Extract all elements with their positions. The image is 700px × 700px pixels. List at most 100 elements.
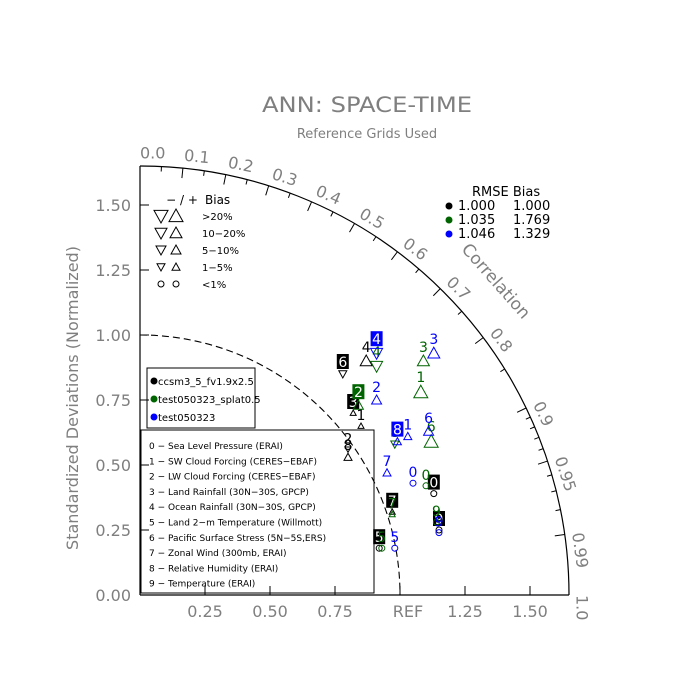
y-tick-label: 0.75 xyxy=(95,391,131,410)
bias-legend-label: 5−10% xyxy=(202,246,239,257)
corr-tick xyxy=(349,223,355,233)
data-point-label: 2 xyxy=(344,431,353,447)
bias-legend-label: 1−5% xyxy=(202,263,233,274)
data-point-label: 1 xyxy=(357,408,366,424)
data-point-label: 0 xyxy=(429,476,438,492)
data-point-label: 4 xyxy=(362,340,371,356)
corr-tick-label: 0.1 xyxy=(183,146,210,167)
x-tick-label: 1.25 xyxy=(447,602,483,621)
corr-minor-tick xyxy=(546,474,552,477)
data-point-label: 5 xyxy=(377,530,386,546)
variable-legend-item: 8 − Relative Humidity (ERAI) xyxy=(149,564,278,574)
data-point-label: 9 xyxy=(435,515,444,531)
x-tick-label: 1.50 xyxy=(512,602,548,621)
bias-legend-marker-down xyxy=(156,263,166,273)
data-point-marker xyxy=(422,482,430,490)
data-point-marker xyxy=(435,526,443,534)
data-point-label: 2 xyxy=(372,380,381,396)
corr-minor-tick xyxy=(457,310,463,315)
y-tick-label: 1.00 xyxy=(95,326,131,345)
data-point-label: 6 xyxy=(338,355,347,371)
y-tick-label: 0.00 xyxy=(95,586,131,605)
corr-minor-tick xyxy=(203,170,205,176)
data-point-marker xyxy=(375,544,383,552)
data-point-label-box xyxy=(352,384,365,400)
data-point-marker xyxy=(422,425,435,436)
corr-minor-tick xyxy=(245,179,248,185)
variable-legend-item: 7 − Zonal Wind (300mb, ERAI) xyxy=(149,549,287,559)
case-legend-box xyxy=(146,367,256,429)
data-point-label: 5 xyxy=(390,530,399,546)
data-point-label: 8 xyxy=(393,423,402,439)
x-tick-label: 0.25 xyxy=(187,602,223,621)
bias-legend-marker-down xyxy=(155,245,167,257)
data-point-marker xyxy=(423,433,440,448)
data-point-label: 3 xyxy=(429,332,438,348)
data-point-label-box xyxy=(336,354,349,369)
data-point-marker xyxy=(349,408,358,416)
corr-tick-label: 0.0 xyxy=(140,144,165,163)
data-point-label: 7 xyxy=(388,496,397,512)
case-legend-label: test050323_splat0.5 xyxy=(158,395,261,406)
data-point-marker xyxy=(369,347,384,361)
data-point-marker xyxy=(369,360,384,374)
data-point-label: 6 xyxy=(424,411,433,427)
case-legend-dot xyxy=(150,395,158,403)
corr-tick xyxy=(554,533,565,537)
data-point-label: 7 xyxy=(388,494,397,510)
data-point-label: 5 xyxy=(375,530,384,546)
data-point-marker xyxy=(382,467,392,477)
bias-legend-header: Bias xyxy=(205,193,230,207)
case-legend: ccsm3_5_fv1.9x2.5 test050323_splat0.5test… xyxy=(146,367,261,429)
corr-tick-label: 0.8 xyxy=(486,324,516,356)
corr-tick-label: 0.2 xyxy=(227,153,256,177)
corr-minor-tick xyxy=(534,436,540,440)
rmse-legend-dot xyxy=(445,216,453,224)
rmse-legend-rmse: 1.000 xyxy=(458,199,495,214)
ref-label: REF xyxy=(393,602,423,621)
bias-legend-marker-up xyxy=(168,207,184,223)
variable-legend-box xyxy=(140,429,375,594)
variable-legend: 0 − Sea Level Pressure (ERAI) 1 − SW Clou… xyxy=(140,429,375,594)
data-point-label-box xyxy=(391,421,404,437)
x-tick-label: 0.50 xyxy=(252,602,288,621)
data-point-label-box xyxy=(433,511,445,526)
data-point-marker xyxy=(357,421,365,429)
data-point-label: 9 xyxy=(432,504,441,520)
chart-subtitle: Reference Grids Used xyxy=(297,127,437,142)
data-point-label: 8 xyxy=(344,438,353,454)
variable-legend-item: 9 − Temperature (ERAI) xyxy=(149,580,255,590)
corr-tick-label: 1.0 xyxy=(573,595,592,620)
data-point-label: 6 xyxy=(427,420,436,436)
data-point-marker xyxy=(388,507,397,515)
variable-legend-item: 0 − Sea Level Pressure (ERAI) xyxy=(149,442,283,452)
data-point-marker xyxy=(391,544,399,552)
corr-minor-tick xyxy=(287,192,291,198)
variable-legend-item: 5 − Land 2−m Temperature (Willmott) xyxy=(149,519,322,529)
variable-legend-item: 4 − Ocean Rainfall (30N−30S, GPCP) xyxy=(149,503,316,513)
corr-tick-label: 0.3 xyxy=(270,164,300,190)
corr-minor-tick xyxy=(330,211,334,217)
corr-tick-label: 0.6 xyxy=(400,234,432,264)
variable-legend-item: 6 − Pacific Surface Stress (5N−5S,ERS) xyxy=(149,534,326,544)
bias-legend: − / + Bias >20% 10−20% 5−10% 1−5% <1% xyxy=(153,193,245,291)
rmse-legend-bias: 1.769 xyxy=(513,213,550,228)
bias-legend-sign: − / + xyxy=(166,193,198,207)
corr-tick xyxy=(181,168,184,179)
corr-tick-label: 0.7 xyxy=(443,273,474,304)
corr-tick xyxy=(265,185,270,196)
data-point-label: 2 xyxy=(354,385,363,401)
data-point-label: 0 xyxy=(422,468,431,484)
corr-minor-tick xyxy=(555,509,561,512)
variable-legend-item: 3 − Land Rainfall (30N−30S, GPCP) xyxy=(149,488,309,498)
y-axis-label: Standardized Deviations (Normalized) xyxy=(63,246,82,550)
data-point-marker xyxy=(392,436,403,446)
data-point-marker xyxy=(416,353,431,367)
data-point-label: 3 xyxy=(419,340,428,356)
bias-legend-marker-up xyxy=(171,261,181,271)
corr-minor-tick xyxy=(500,368,505,373)
rmse-legend-rmse: 1.035 xyxy=(458,213,495,228)
x-tick-label: 0.75 xyxy=(317,602,353,621)
rmse-legend-dot xyxy=(445,202,453,210)
